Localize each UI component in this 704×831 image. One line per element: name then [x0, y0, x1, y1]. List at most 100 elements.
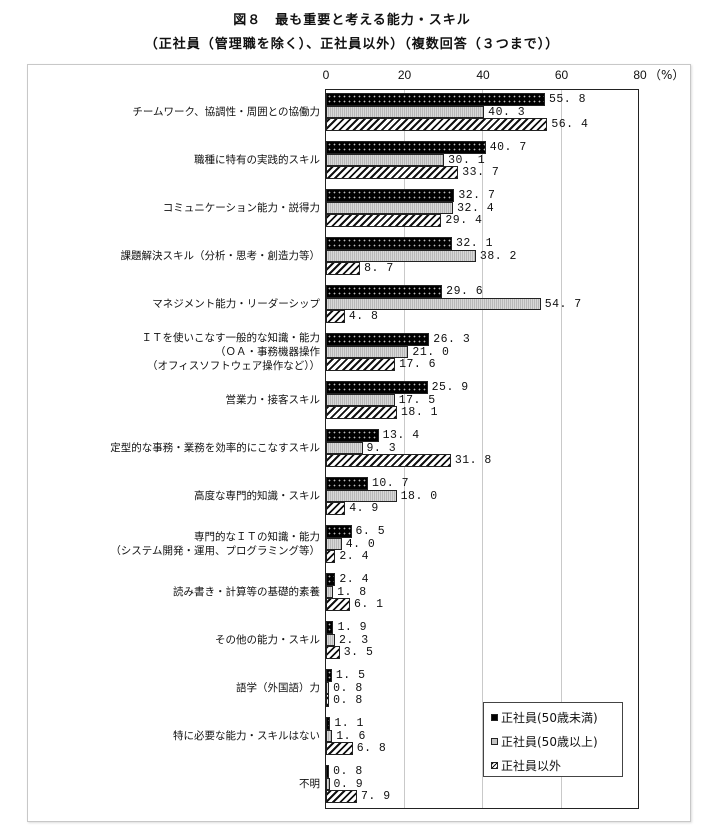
value-label: 6. 1	[353, 598, 384, 611]
value-label: 10. 7	[371, 477, 409, 490]
bar	[326, 393, 395, 406]
value-label: 2. 4	[339, 550, 370, 563]
bar	[326, 621, 334, 634]
bar	[326, 633, 336, 646]
legend-label: 正社員以外	[501, 759, 562, 773]
category-label: 職種に特有の実践的スキル	[194, 154, 320, 166]
value-label: 4. 9	[349, 502, 379, 515]
bar	[326, 646, 340, 659]
value-label: 21. 0	[412, 345, 450, 359]
value-label: 8. 7	[364, 262, 394, 275]
value-label: 32. 7	[458, 189, 496, 202]
legend-swatch-icon	[491, 738, 498, 745]
gridline	[482, 90, 483, 808]
category-label: 課題解決スキル（分析・思考・創造力等）	[120, 250, 321, 262]
category-label: ＩＴを使いこなす一般的な知識・能力 （ＯＡ・事務機器操作 （オフィスソフトウェア…	[141, 332, 321, 372]
category-label: 語学（外国語）力	[236, 682, 320, 694]
bar	[326, 525, 352, 538]
value-label: 55. 8	[549, 93, 587, 106]
bar	[326, 729, 333, 742]
bar	[326, 118, 548, 131]
legend-swatch-icon	[491, 762, 498, 769]
value-label: 32. 1	[455, 237, 493, 250]
category-label: その他の能力・スキル	[215, 634, 320, 646]
value-label: 4. 8	[348, 310, 379, 323]
x-axis-unit: （%）	[649, 68, 685, 82]
value-label: 18. 1	[401, 406, 439, 419]
bar	[326, 669, 332, 682]
value-label: 0. 8	[333, 765, 363, 778]
value-label: 6. 5	[355, 525, 386, 538]
x-tick-label: 40	[476, 68, 490, 82]
bar	[326, 550, 336, 563]
bar	[326, 141, 486, 154]
x-tick-label: 80	[633, 68, 647, 82]
value-label: 1. 9	[337, 621, 368, 634]
category-label: 高度な専門的知識・スキル	[194, 490, 320, 502]
x-tick-label: 20	[397, 68, 412, 82]
value-label: 38. 2	[479, 249, 517, 263]
bar	[326, 454, 451, 467]
value-label: 7. 9	[361, 790, 391, 803]
bar	[326, 441, 363, 454]
category-label: 読み書き・計算等の基礎的素養	[173, 586, 320, 598]
bar	[326, 585, 334, 598]
value-label: 33. 7	[462, 166, 500, 179]
bar	[326, 214, 442, 227]
legend-swatch-icon	[491, 714, 498, 721]
bar	[326, 681, 330, 694]
bar	[326, 406, 398, 419]
value-label: 32. 4	[457, 201, 495, 215]
value-label: 1. 6	[336, 729, 366, 743]
legend-label: 正社員(50歳以上)	[501, 735, 598, 749]
value-label: 25. 9	[431, 381, 469, 394]
bar	[326, 790, 357, 803]
bar	[326, 333, 430, 346]
value-label: 31. 8	[454, 454, 492, 467]
bar	[326, 166, 459, 179]
value-label: 3. 5	[343, 646, 374, 659]
value-label: 29. 4	[445, 214, 483, 227]
bar	[326, 189, 455, 202]
bar	[326, 477, 368, 490]
category-label: コミュニケーション能力・説得力	[162, 202, 320, 214]
value-label: 26. 3	[433, 333, 471, 346]
value-label: 1. 5	[335, 669, 366, 682]
bar	[326, 93, 545, 106]
bar	[326, 153, 445, 166]
bar	[326, 381, 428, 394]
value-label: 18. 0	[400, 489, 438, 503]
value-label: 0. 9	[333, 777, 364, 791]
bar	[326, 598, 350, 611]
bar	[326, 742, 353, 755]
bar	[326, 285, 443, 298]
legend-item-under50: 正社員(50歳未満)	[491, 709, 598, 726]
value-label: 40. 7	[489, 141, 527, 154]
chart-subtitle: （正社員（管理職を除く）、正社員以外）（複数回答（３つまで））	[144, 37, 560, 52]
bar	[326, 502, 346, 515]
value-label: 17. 6	[399, 358, 437, 371]
bar	[326, 310, 345, 323]
bar	[326, 777, 330, 790]
category-label: マネジメント能力・リーダーシップ	[152, 298, 320, 310]
value-label: 30. 1	[448, 153, 486, 167]
value-label: 54. 7	[544, 297, 582, 311]
category-label: 特に必要な能力・スキルはない	[173, 730, 320, 742]
value-label: 13. 4	[382, 429, 420, 442]
legend-label: 正社員(50歳未満)	[501, 711, 598, 725]
bar	[326, 765, 330, 778]
gridline	[560, 90, 562, 808]
bar	[326, 237, 452, 250]
value-label: 9. 3	[366, 441, 397, 455]
value-label: 0. 8	[333, 681, 363, 695]
bar	[326, 537, 342, 550]
value-label: 0. 8	[333, 694, 363, 707]
legend: 正社員(50歳未満) 正社員(50歳以上) 正社員以外	[483, 702, 623, 777]
bar	[326, 358, 396, 371]
value-label: 2. 4	[339, 573, 370, 586]
bar	[326, 717, 331, 730]
x-tick-label: 60	[554, 68, 569, 82]
category-label: 不明	[299, 778, 320, 790]
gridline	[403, 90, 405, 808]
value-label: 4. 0	[345, 537, 376, 551]
